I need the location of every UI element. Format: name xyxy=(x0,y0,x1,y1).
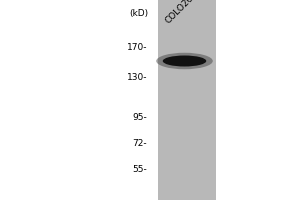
Bar xyxy=(158,0,216,200)
Text: 95-: 95- xyxy=(132,112,147,121)
Ellipse shape xyxy=(163,55,206,66)
Text: 170-: 170- xyxy=(127,43,147,51)
Text: COLO205: COLO205 xyxy=(163,0,199,26)
Text: (kD): (kD) xyxy=(129,9,148,18)
Text: 72-: 72- xyxy=(132,138,147,148)
Ellipse shape xyxy=(156,53,213,69)
Text: 130-: 130- xyxy=(127,72,147,82)
Text: 55-: 55- xyxy=(132,164,147,173)
